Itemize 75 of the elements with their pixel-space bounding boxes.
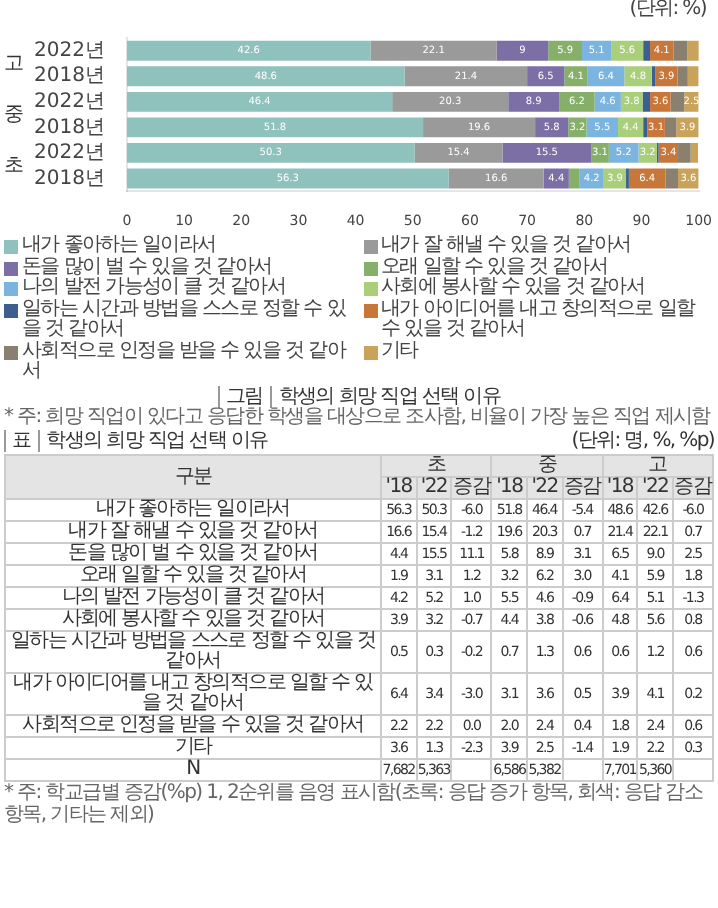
bar [126, 168, 449, 189]
legend-label: 오래 일할 수 있을 것 같아서 [381, 255, 608, 277]
text: 초 [4, 154, 24, 177]
category-label: 사회적으로 인정을 받을 수 있을 것 같아서 [5, 714, 381, 737]
text: (단위: 명, %, %p) [571, 430, 714, 452]
bar [608, 142, 639, 163]
bar [423, 117, 536, 138]
y-tick-label: 2022년 [33, 91, 105, 114]
text: * 주: 희망 직업이 있다고 응답한 학생을 대상으로 조사함, 비율이 가장 높은 직업 제시함 [2, 405, 713, 428]
bar [414, 142, 503, 163]
bar [690, 142, 699, 163]
bar [548, 40, 582, 61]
text: 학생의 희망 직업 선택 이유 [38, 430, 268, 452]
bar [126, 91, 393, 112]
bar [126, 117, 424, 138]
category-label: 돈을 많이 벌 수 있을 것 같아서 [5, 542, 381, 565]
text: * 주: 학교급별 증감(%p) 1, 2순위를 음영 표시함(초록: 응답 증가 항목, 회색: 응답 감소 항목, 기타는 제외) [4, 782, 705, 826]
bar [496, 40, 549, 61]
y-tick-label: 2018년 [33, 116, 105, 139]
legend-label: 사회에 봉사할 수 있을 것 같아서 [381, 276, 644, 299]
legend-label: 기타 [381, 339, 418, 362]
bar [687, 66, 699, 87]
bar [508, 91, 560, 112]
y-tick-label: 2022년 [33, 142, 105, 165]
bar [673, 40, 688, 61]
bar [448, 168, 544, 189]
category-label: 사회에 봉사할 수 있을 것 같아서 [5, 608, 381, 631]
bar [665, 168, 679, 189]
bar [370, 40, 497, 61]
bar [404, 66, 528, 87]
text: 구분 [5, 455, 381, 499]
y-tick-label: 2022년 [33, 39, 105, 62]
category-label: 나의 발전 가능성이 클 것 같아서 [5, 586, 381, 609]
category-label: 일하는 시간과 방법을 스스로 정할 수 있을 것 같아서 [5, 630, 381, 673]
y-tick-label: 2018년 [33, 65, 105, 88]
text: 그림 [217, 385, 263, 407]
bar [527, 66, 565, 87]
bar [568, 168, 580, 189]
legend-label: 내가 잘 해낼 수 있을 것 같아서 [381, 234, 631, 257]
legend-label: 일하는 시간과 방법을 스스로 정할 수 있을 것 같아서 [22, 297, 348, 341]
legend-label: 나의 발전 가능성이 클 것 같아서 [22, 276, 285, 299]
text: 고 [602, 454, 713, 477]
bar [126, 142, 415, 163]
text: 초 [381, 454, 492, 477]
category-label: 내가 잘 해낼 수 있을 것 같아서 [5, 520, 381, 543]
bar [559, 91, 595, 112]
bar [642, 91, 651, 112]
bar [687, 40, 699, 61]
category-label: N [5, 758, 381, 781]
bar [126, 66, 405, 87]
category-label: 내가 좋아하는 일이라서 [5, 498, 381, 521]
bar [670, 91, 685, 112]
category-label: 내가 아이디어를 내고 창의적으로 일할 수 있을 것 같아서 [5, 672, 381, 715]
bar [126, 40, 371, 61]
legend-label: 증감 [672, 476, 713, 499]
bar [678, 142, 691, 163]
bar [643, 40, 651, 61]
legend-label: '22 [637, 476, 673, 499]
legend-label: '18 [602, 476, 638, 499]
text: 고 [4, 52, 24, 75]
bar [677, 66, 688, 87]
legend-label: 돈을 많이 벌 수 있을 것 같아서 [22, 255, 272, 277]
text: 표 [4, 430, 31, 452]
y-tick-label: 2018년 [33, 167, 105, 190]
category-label: 오래 일할 수 있을 것 같아서 [5, 564, 381, 587]
legend-label: 내가 아이디어를 내고 창의적으로 일할 수 있을 것 같아서 [381, 297, 698, 341]
category-label: 기타 [5, 736, 381, 759]
legend-label: 내가 좋아하는 일이라서 [22, 234, 216, 257]
text: 중 [491, 454, 603, 477]
text: 학생의 희망 직업 선택 이유 [270, 385, 501, 407]
bar [502, 142, 592, 163]
bar [392, 91, 509, 112]
legend-label: 사회적으로 인정을 받을 수 있을 것 같아서 [22, 339, 348, 383]
bar [664, 117, 677, 138]
text: 중 [4, 103, 24, 126]
